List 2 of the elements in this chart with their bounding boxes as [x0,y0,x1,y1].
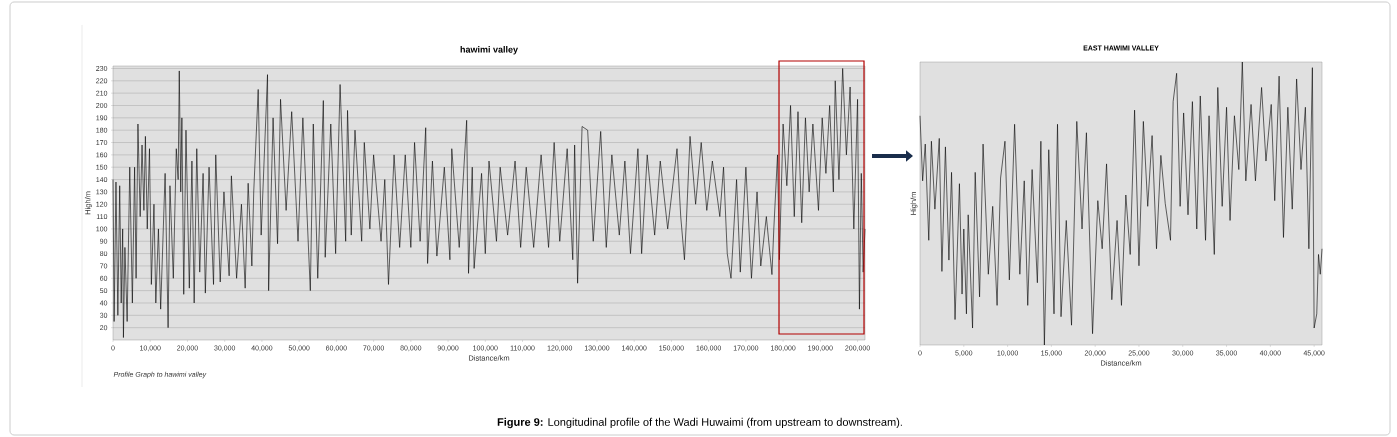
chart-title: hawimi valley [460,46,518,55]
text: Figure 9: Longitudinal profile of the Wadi Huwaimi (from upstream to downstream). [497,417,902,429]
